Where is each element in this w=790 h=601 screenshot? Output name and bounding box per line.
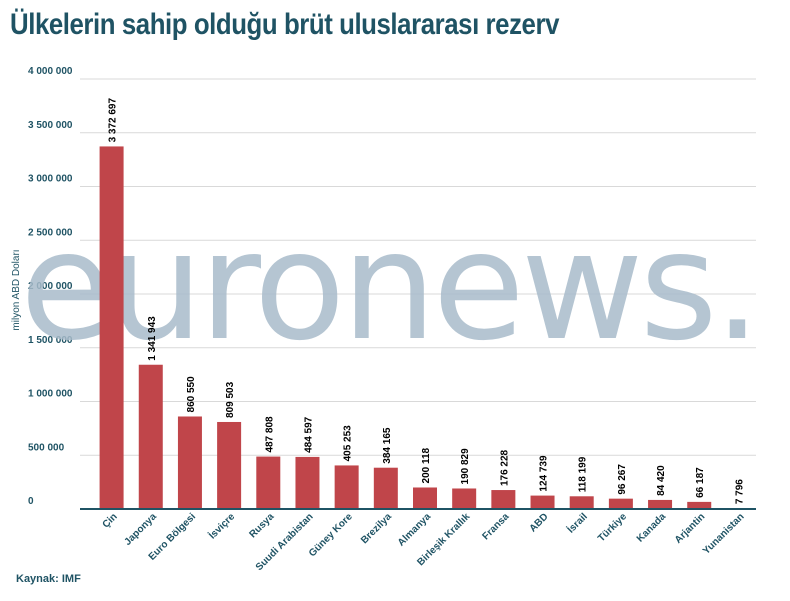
y-axis-ticks: 0 500 000 1 000 000 1 500 000 2 000 000 2 500… (28, 66, 73, 507)
bar-value-label: 809 503 (225, 381, 236, 418)
value-labels: 3 372 697 1 341 943 860 550 809 503 487 808 4… (108, 98, 746, 505)
bar-value-label: 84 420 (656, 465, 667, 496)
bar (334, 465, 359, 509)
bar (413, 487, 437, 509)
bar-value-label: 118 199 (578, 456, 589, 492)
bar (217, 421, 242, 509)
x-category-label: Türkiye (596, 511, 629, 544)
y-tick-label: 2 000 000 (28, 281, 73, 292)
bar-value-label: 66 187 (695, 467, 706, 498)
bar-value-label: 1 341 943 (147, 316, 158, 361)
chart-title: Ülkelerin sahip olduğu brüt uluslararası… (10, 8, 560, 41)
bar (256, 456, 281, 509)
bar (491, 490, 516, 509)
bar-value-label: 484 597 (303, 416, 314, 453)
bar (608, 498, 633, 509)
bar (530, 495, 555, 509)
x-category-label: İsviçre (206, 510, 238, 542)
y-tick-label: 3 500 000 (28, 120, 73, 131)
bar-value-label: 190 829 (460, 448, 471, 485)
x-category-label: Kanada (635, 511, 669, 545)
bar (648, 499, 673, 509)
x-category-label: İsrail (564, 510, 590, 536)
y-tick-label: 3 000 000 (28, 174, 73, 185)
x-category-label: Japonya (122, 511, 159, 548)
x-category-label: Fransa (481, 511, 512, 542)
y-tick-label: 4 000 000 (28, 66, 73, 77)
source-note: Kaynak: IMF (16, 573, 81, 585)
bar (452, 488, 477, 509)
bar-value-label: 860 550 (186, 376, 197, 413)
y-tick-label: 2 500 000 (28, 227, 73, 238)
x-category-label: Brezilya (359, 511, 394, 546)
euronews-watermark: euronews. (20, 200, 757, 374)
bar-value-label: 96 267 (617, 464, 628, 495)
bar (138, 364, 163, 509)
x-category-label: Yunanistan (701, 511, 747, 557)
bar-value-label: 124 739 (539, 455, 550, 492)
bar-value-label: 405 253 (343, 425, 354, 462)
bar (177, 416, 202, 509)
bar (569, 496, 594, 509)
bar-value-label: 200 118 (421, 447, 432, 483)
x-category-label: Rusya (247, 511, 276, 540)
x-category-label: Çin (101, 511, 120, 530)
bar (687, 501, 712, 509)
bars (99, 146, 751, 510)
bar (99, 146, 124, 510)
bar-value-label: 384 165 (382, 427, 393, 464)
bar (373, 467, 398, 509)
x-category-label: Almanya (396, 511, 434, 549)
y-tick-label: 0 (28, 496, 34, 507)
bar-value-label: 487 808 (264, 416, 275, 453)
y-tick-label: 1 000 000 (28, 389, 73, 400)
y-tick-label: 500 000 (28, 442, 65, 453)
x-category-label: ABD (528, 511, 551, 534)
x-category-label: Arjantin (673, 511, 707, 545)
bar-value-label: 7 796 (734, 479, 745, 504)
y-axis-label: milyon ABD Doları (11, 249, 22, 330)
bar-value-label: 3 372 697 (108, 98, 119, 143)
bar (295, 456, 320, 509)
y-tick-label: 1 500 000 (28, 335, 73, 346)
bar-value-label: 176 228 (499, 449, 510, 486)
